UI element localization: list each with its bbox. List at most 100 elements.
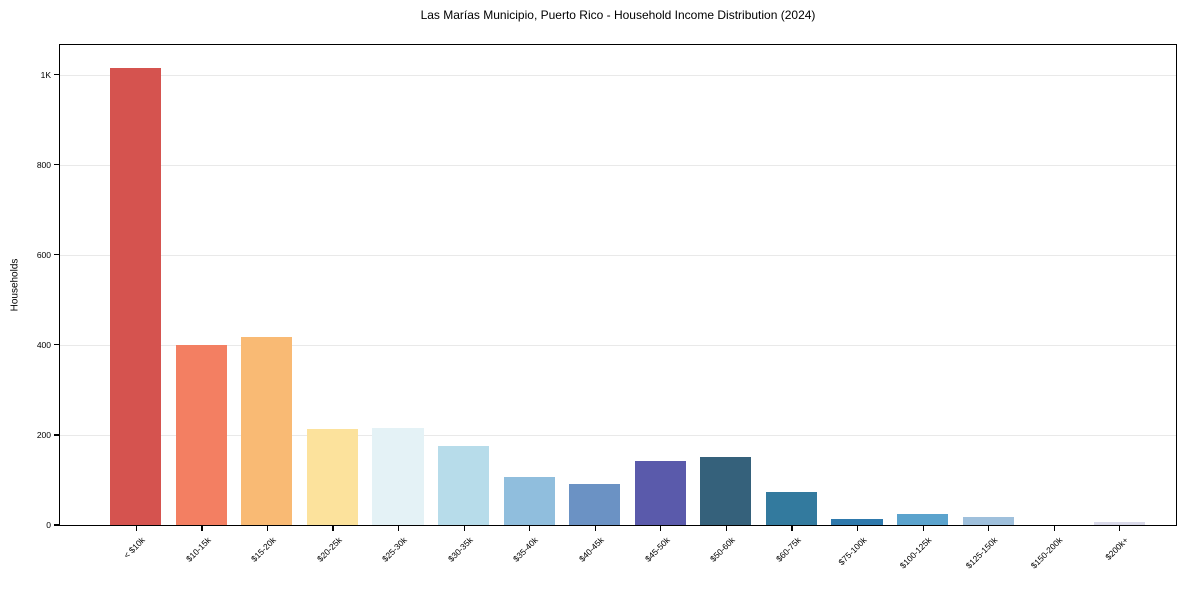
- bar-125150k: [962, 517, 1014, 525]
- bar-slot: [759, 45, 825, 525]
- x-tick-mark: [791, 526, 793, 531]
- bar-slot: [496, 45, 562, 525]
- x-tick-mark: [201, 526, 203, 531]
- x-tick-label: $15-20k: [249, 535, 278, 564]
- bar-3540k: [503, 476, 555, 525]
- x-tick-label: $100-125k: [898, 535, 934, 571]
- bar-1015k: [175, 344, 227, 525]
- x-axis-cell: $150-200k: [1021, 525, 1087, 585]
- chart-title: Las Marías Municipio, Puerto Rico - Hous…: [420, 8, 816, 22]
- x-axis-cell: $100-125k: [890, 525, 956, 585]
- bar-slot: [562, 45, 628, 525]
- x-tick-mark: [1119, 526, 1121, 531]
- y-tick-label: 1K: [40, 69, 51, 80]
- x-axis-cell: $45-50k: [628, 525, 694, 585]
- x-axis-cell: $20-25k: [300, 525, 366, 585]
- bar-75100k: [831, 519, 883, 525]
- x-tick-mark: [988, 526, 990, 531]
- x-tick-label: < $10k: [121, 535, 147, 561]
- bar-3035k: [438, 445, 490, 525]
- x-axis-cell: $50-60k: [693, 525, 759, 585]
- bar-slot: [824, 45, 890, 525]
- gridline-y200: [60, 434, 1176, 436]
- x-tick-label: $150-200k: [1029, 535, 1065, 571]
- x-axis-cell: $75-100k: [824, 525, 890, 585]
- y-tick-label: 800: [36, 159, 51, 170]
- x-tick-mark: [135, 526, 137, 531]
- x-tick-mark: [922, 526, 924, 531]
- x-tick-mark: [725, 526, 728, 531]
- bar-slot: [300, 45, 366, 525]
- x-axis-cell: < $10k: [103, 525, 169, 585]
- x-tick-label: $35-40k: [511, 535, 541, 564]
- x-tick-mark: [332, 526, 334, 531]
- bar-slot: [103, 45, 169, 525]
- bar-slot: [955, 45, 1021, 525]
- x-tick-label: $60-75k: [773, 535, 803, 564]
- y-tick-label: 600: [36, 249, 51, 260]
- x-axis-cell: $10-15k: [169, 525, 235, 585]
- y-tick-label: 200: [36, 429, 51, 440]
- x-tick-label: $30-35k: [445, 535, 475, 564]
- plot-area: < $10k $10-15k $15-20k $20-25k $25-30k $30-35…: [37, 44, 1177, 570]
- x-tick-label: $45-50k: [642, 535, 672, 564]
- bar-5060k: [700, 456, 752, 525]
- gridline-y800: [60, 164, 1176, 166]
- gridline-y1000: [60, 74, 1176, 76]
- x-axis-cell: $15-20k: [234, 525, 300, 585]
- x-tick-mark: [594, 526, 596, 531]
- y-tick-mark: [54, 164, 60, 166]
- x-tick-mark: [856, 526, 859, 531]
- bars-row: [60, 45, 1176, 525]
- y-tick-label: 0: [46, 520, 51, 530]
- x-tick-label: $125-150k: [963, 535, 1000, 571]
- x-axis-cell: $200k+: [1086, 525, 1152, 585]
- x-tick-mark: [266, 526, 269, 531]
- x-tick-mark: [463, 526, 465, 531]
- bar-slot: [693, 45, 759, 525]
- bar-slot: [1021, 45, 1087, 525]
- x-axis-cell: $125-150k: [955, 525, 1021, 585]
- bar-slot: [365, 45, 431, 525]
- y-axis-label: Households: [9, 258, 21, 312]
- x-axis-cell: $25-30k: [365, 525, 431, 585]
- y-tick-label: 400: [36, 339, 51, 350]
- x-axis-cell: $40-45k: [562, 525, 628, 585]
- bar-1520k: [241, 336, 293, 525]
- y-tick-mark: [54, 524, 60, 526]
- bar-slot: [628, 45, 694, 525]
- gridline-y400: [60, 344, 1176, 346]
- x-tick-label: $75-100k: [835, 535, 869, 568]
- bar-200k: [1093, 522, 1145, 525]
- x-tick-label: $50-60k: [708, 535, 737, 564]
- bar-2530k: [372, 427, 424, 525]
- y-tick-mark: [54, 434, 60, 436]
- x-tick-label: $20-25k: [314, 535, 344, 564]
- x-tick-label: $40-45k: [576, 535, 606, 564]
- x-axis: < $10k $10-15k $15-20k $20-25k $25-30k $30-35…: [60, 525, 1176, 585]
- x-tick-mark: [660, 526, 662, 531]
- x-tick-mark: [529, 526, 531, 531]
- x-tick-label: $10-15k: [183, 535, 213, 564]
- x-tick-label: $25-30k: [380, 535, 410, 564]
- x-tick-mark: [398, 526, 400, 531]
- x-tick-mark: [1053, 526, 1055, 531]
- x-axis-cell: $30-35k: [431, 525, 497, 585]
- bar-slot: [169, 45, 235, 525]
- y-tick-mark: [54, 74, 60, 76]
- bar-4550k: [634, 461, 686, 525]
- x-tick-label: $200k+: [1103, 535, 1131, 562]
- bar-slot: [234, 45, 300, 525]
- gridline-y600: [60, 254, 1176, 256]
- bar-slot: [890, 45, 956, 525]
- bar-slot: [1086, 45, 1152, 525]
- bar-100125k: [896, 513, 949, 525]
- y-tick-mark: [54, 254, 60, 256]
- x-axis-cell: $60-75k: [759, 525, 825, 585]
- bar-slot: [431, 45, 497, 525]
- bar-6075k: [765, 491, 817, 525]
- bar-4045k: [569, 484, 621, 525]
- bar-10k: [110, 68, 162, 525]
- x-axis-cell: $35-40k: [496, 525, 562, 585]
